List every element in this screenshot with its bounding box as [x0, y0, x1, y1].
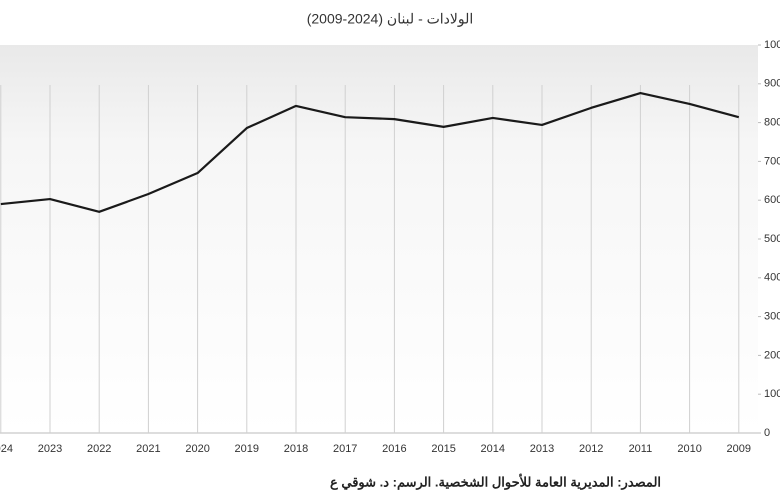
y-tick-label: 20000	[764, 349, 780, 361]
y-tick-label: 30000	[764, 311, 780, 323]
y-tick-label: 40000	[764, 272, 780, 284]
x-tick-label: 2018	[284, 443, 308, 455]
y-tick-label: 10000	[764, 388, 780, 400]
x-tick-label: 2019	[235, 443, 259, 455]
x-tick-label: 2023	[38, 443, 62, 455]
x-tick-label: 2021	[136, 443, 160, 455]
y-tick-label: 0	[764, 427, 770, 439]
x-tick-label: 2020	[185, 443, 209, 455]
x-tick-label: 2013	[530, 443, 554, 455]
y-tick-label: 90000	[764, 78, 780, 90]
y-tick-label: 100000	[764, 39, 780, 51]
line	[0, 92, 740, 213]
x-tick-label: 2016	[382, 443, 406, 455]
y-tick-label: 60000	[764, 194, 780, 206]
x-tick-label: 2022	[87, 443, 111, 455]
x-tick-label: 2009	[727, 443, 751, 455]
source: المصدر: المديرية العامة للأحوال الشخصية.…	[330, 473, 661, 490]
y-tick-label: 70000	[764, 155, 780, 167]
y-tick-label: 50000	[764, 233, 780, 245]
x-tick-label: 2017	[333, 443, 357, 455]
x-tick-label: 2011	[629, 443, 653, 455]
chart-title: الولادات - لبنان (2024-2009)	[307, 11, 474, 28]
plot-area	[0, 45, 758, 433]
x-tick-label: 2024	[0, 443, 13, 455]
x-tick-label: 2012	[579, 443, 603, 455]
x-tick-label: 2010	[677, 443, 701, 455]
x-tick-label: 2015	[431, 443, 455, 455]
y-tick-label: 80000	[764, 117, 780, 129]
x-tick-label: 2014	[481, 443, 505, 455]
